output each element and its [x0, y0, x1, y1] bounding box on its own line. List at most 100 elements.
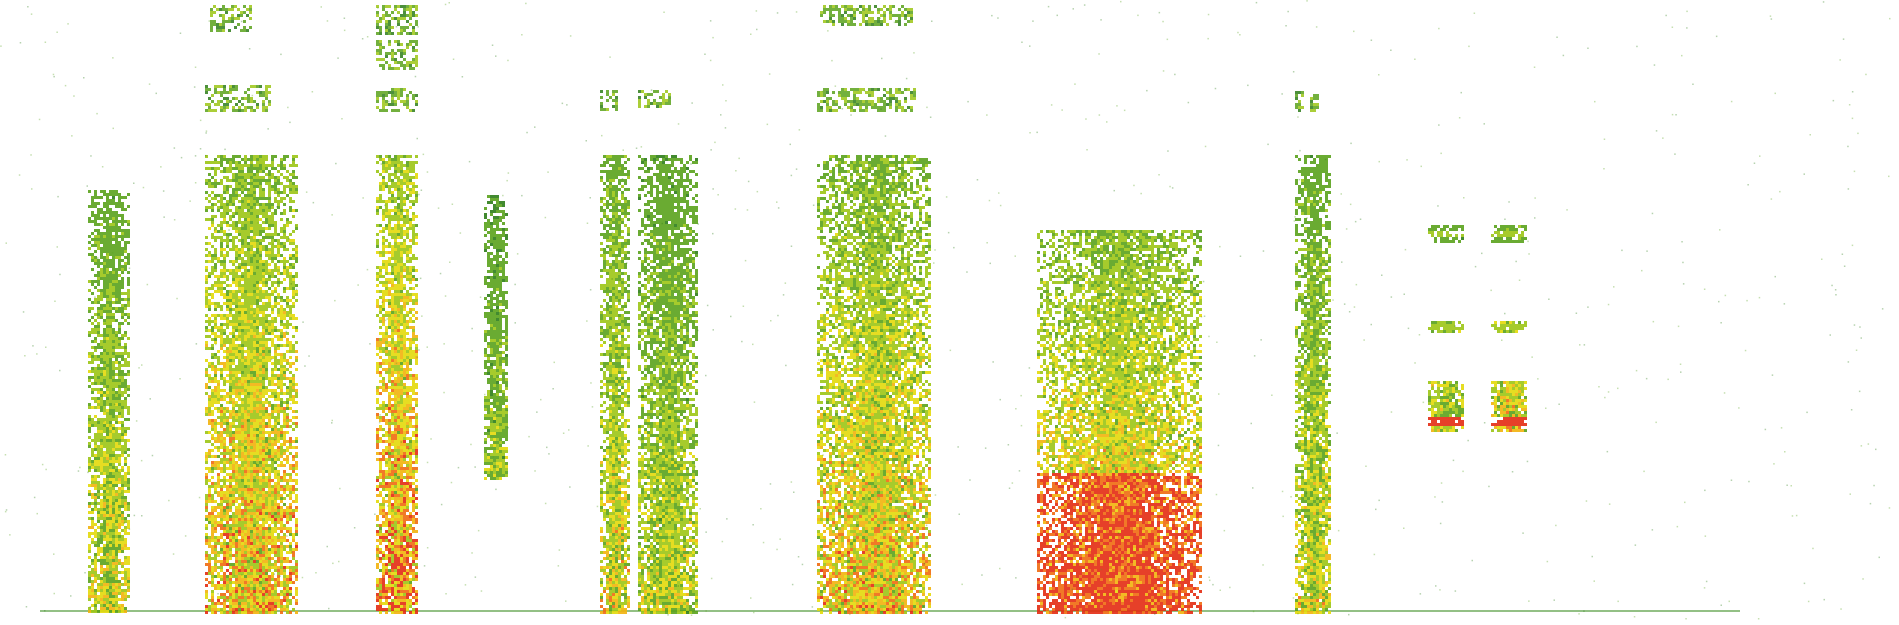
spectral-cell: [286, 302, 289, 305]
spectral-cell: [292, 290, 295, 293]
spectral-cell: [91, 571, 94, 574]
spectral-cell: [241, 293, 244, 296]
spectral-cell: [97, 424, 100, 427]
spectral-cell: [109, 241, 112, 244]
spectral-cell: [106, 436, 109, 439]
spectral-cell: [100, 298, 103, 301]
spectral-cell: [115, 202, 118, 205]
spectral-cell: [220, 203, 223, 206]
spectral-cell: [106, 454, 109, 457]
spectral-cell: [112, 508, 115, 511]
spectral-cell: [247, 245, 250, 248]
spectral-cell: [283, 287, 286, 290]
spectral-cell: [97, 553, 100, 556]
spectral-cell: [235, 284, 238, 287]
spectral-cell: [109, 502, 112, 505]
spectral-cell: [103, 451, 106, 454]
spectral-cell: [100, 583, 103, 586]
spectral-cell: [127, 562, 130, 565]
spectral-cell: [241, 305, 244, 308]
spectral-cell: [118, 448, 121, 451]
spectral-cell: [211, 302, 214, 305]
spectral-cell: [235, 161, 238, 164]
spectral-cell: [118, 262, 121, 265]
spectral-cell: [253, 242, 256, 245]
spectral-cell: [100, 529, 103, 532]
spectral-cell: [118, 382, 121, 385]
spectral-cell: [256, 296, 259, 299]
spectral-cell: [205, 299, 208, 302]
spectral-cell: [274, 167, 277, 170]
spectral-cell: [127, 514, 130, 517]
spectral-cell: [211, 293, 214, 296]
spectral-cell: [292, 257, 295, 260]
spectral-cell: [127, 586, 130, 589]
spectral-cell: [88, 385, 91, 388]
spectral-cell: [103, 499, 106, 502]
spectral-cell: [238, 287, 241, 290]
spectral-cell: [100, 565, 103, 568]
spectral-cell: [229, 239, 232, 242]
spectral-cell: [274, 254, 277, 257]
spectral-cell: [109, 370, 112, 373]
spectral-cell: [247, 314, 250, 317]
spectral-cell: [109, 286, 112, 289]
spectral-cell: [247, 227, 250, 230]
spectral-cell: [94, 397, 97, 400]
spectral-cell: [268, 263, 271, 266]
spectral-cell: [220, 230, 223, 233]
spectral-cell: [103, 349, 106, 352]
spectral-cell: [115, 574, 118, 577]
spectral-cell: [127, 394, 130, 397]
spectral-cell: [256, 170, 259, 173]
spectral-cell: [100, 223, 103, 226]
spectral-cell: [100, 424, 103, 427]
spectral-cell: [118, 226, 121, 229]
spectral-cell: [205, 179, 208, 182]
spectral-cell: [217, 236, 220, 239]
spectral-cell: [97, 322, 100, 325]
spectral-cell: [214, 185, 217, 188]
spectral-cell: [214, 275, 217, 278]
spectral-cell: [109, 379, 112, 382]
spectral-cell: [94, 205, 97, 208]
spectral-cell: [106, 574, 109, 577]
spectral-cell: [211, 269, 214, 272]
spectral-cell: [100, 427, 103, 430]
spectral-cell: [103, 340, 106, 343]
spectral-cell: [124, 319, 127, 322]
spectral-cell: [241, 230, 244, 233]
spectral-cell: [112, 565, 115, 568]
spectral-cell: [97, 358, 100, 361]
spectral-cell: [109, 418, 112, 421]
spectral-cell: [214, 161, 217, 164]
spectral-cell: [265, 260, 268, 263]
spectral-cell: [259, 218, 262, 221]
spectral-cell: [241, 164, 244, 167]
spectral-cell: [265, 254, 268, 257]
spectral-cell: [109, 592, 112, 595]
spectral-cell: [88, 598, 91, 601]
spectral-cell: [124, 298, 127, 301]
spectral-cell: [256, 179, 259, 182]
spectral-cell: [100, 238, 103, 241]
spectral-cell: [106, 361, 109, 364]
spectral-cell: [97, 595, 100, 598]
spectral-cell: [100, 451, 103, 454]
spectral-cell: [94, 436, 97, 439]
spectral-cell: [244, 245, 247, 248]
spectral-cell: [211, 203, 214, 206]
spectral-cell: [106, 484, 109, 487]
spectral-cell: [217, 182, 220, 185]
spectral-cell: [232, 167, 235, 170]
spectral-cell: [226, 296, 229, 299]
spectral-cell: [253, 173, 256, 176]
spectral-cell: [226, 275, 229, 278]
spectral-cell: [121, 250, 124, 253]
spectral-cell: [247, 290, 250, 293]
spectral-cell: [262, 164, 265, 167]
spectral-cell: [250, 179, 253, 182]
spectral-cell: [100, 466, 103, 469]
spectral-cell: [109, 583, 112, 586]
spectral-cell: [103, 262, 106, 265]
